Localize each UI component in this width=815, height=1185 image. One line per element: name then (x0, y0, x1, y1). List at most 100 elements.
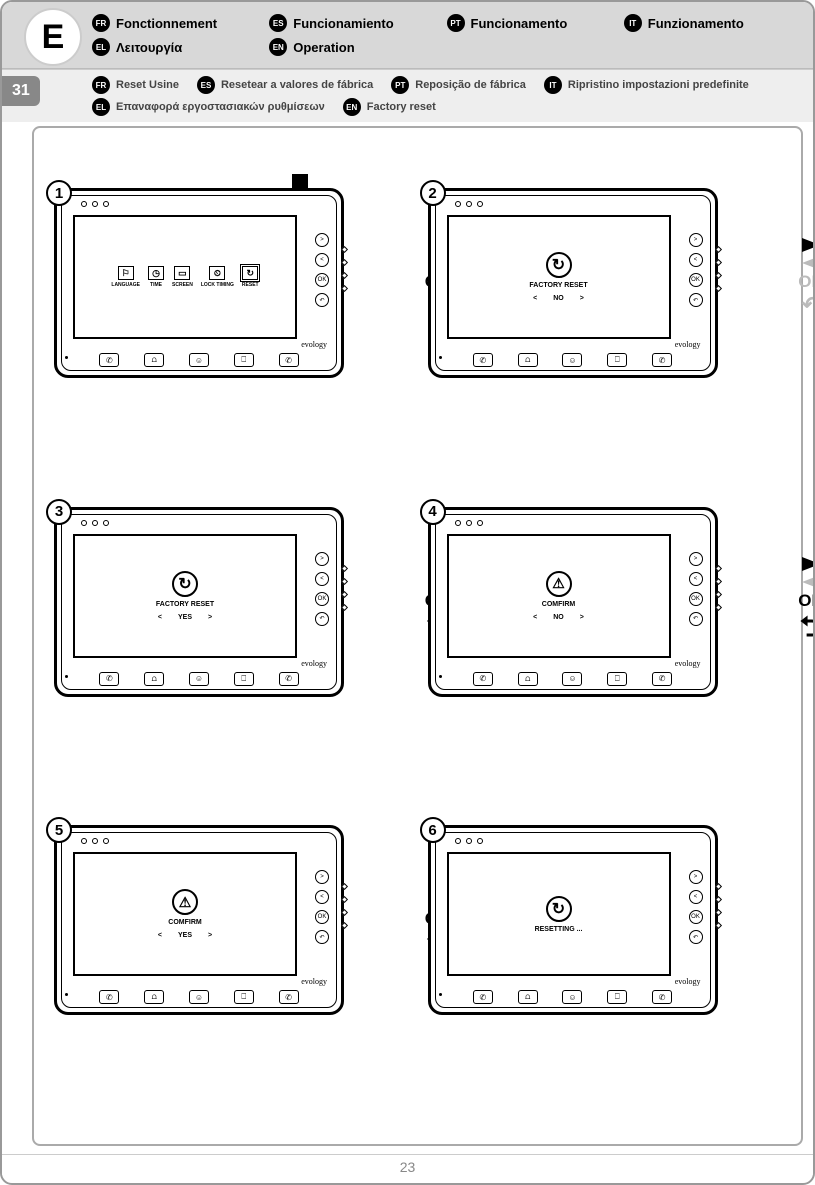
lang-it: ITFunzionamento (624, 14, 793, 32)
nav-left-button[interactable]: < (315, 253, 329, 267)
person-icon[interactable]: ☺ (562, 990, 582, 1004)
handset-icon[interactable]: ✆ (99, 353, 119, 367)
unlock-icon[interactable]: ⩍ (518, 672, 538, 686)
ok-button[interactable]: OK (315, 273, 329, 287)
brand-logo: evology (301, 977, 327, 986)
nav-right-button[interactable]: > (689, 870, 703, 884)
door-icon[interactable]: ⎕ (234, 990, 254, 1004)
lang-code-icon: EL (92, 98, 110, 116)
sub-lang-en: ENFactory reset (343, 98, 436, 116)
step-number-circle: 3 (46, 499, 72, 525)
menu-label: TIME (150, 282, 162, 288)
unlock-icon[interactable]: ⩍ (518, 990, 538, 1004)
nav-right-button[interactable]: > (315, 233, 329, 247)
menu-reset: ↻RESET (242, 266, 259, 288)
person-icon[interactable]: ☺ (189, 672, 209, 686)
person-icon[interactable]: ☺ (189, 990, 209, 1004)
choice-row: < YES > (158, 932, 212, 939)
handset-icon[interactable]: ✆ (279, 990, 299, 1004)
choice-row: < NO > (533, 614, 584, 621)
handset-icon[interactable]: ✆ (652, 353, 672, 367)
back-button[interactable]: ↶ (315, 930, 329, 944)
menu-row: ⚐LANGUAGE ◷TIME ▭SCREEN ⏲LOCK TIMING ↻RE… (111, 266, 258, 288)
led-row (81, 201, 109, 207)
nav-left-button[interactable]: < (689, 253, 703, 267)
ok-button[interactable]: OK (689, 273, 703, 287)
back-button[interactable]: ↶ (689, 612, 703, 626)
lang-code-icon: EN (343, 98, 361, 116)
lang-code-icon: PT (391, 76, 409, 94)
handset-icon[interactable]: ✆ (473, 353, 493, 367)
nav-right-button[interactable]: > (315, 870, 329, 884)
sub-lang-es: ESResetear a valores de fábrica (197, 76, 373, 94)
content-frame: 1 ⚐LANGUAGE ◷TIME ▭SCREEN ⏲LOCK TIMING ↻… (32, 126, 803, 1146)
mic-dot (439, 993, 442, 996)
side-button-column: > < OK ↶ (689, 870, 703, 944)
warning-icon: ⚠ (546, 571, 572, 597)
side-contacts (342, 884, 347, 928)
side-contacts (716, 884, 721, 928)
back-icon: ⮌ (800, 613, 815, 641)
menu-label: SCREEN (172, 282, 193, 288)
back-button[interactable]: ↶ (689, 930, 703, 944)
ok-label: OK (798, 272, 815, 292)
ok-button[interactable]: OK (315, 592, 329, 606)
person-icon[interactable]: ☺ (562, 353, 582, 367)
handset-icon[interactable]: ✆ (99, 990, 119, 1004)
unlock-icon[interactable]: ⩍ (518, 353, 538, 367)
handset-icon[interactable]: ✆ (279, 353, 299, 367)
lang-pt: PTFuncionamento (447, 14, 616, 32)
back-button[interactable]: ↶ (689, 293, 703, 307)
lang-label: Operation (293, 40, 354, 55)
unlock-icon[interactable]: ⩍ (144, 353, 164, 367)
back-icon: ↶ (802, 294, 815, 316)
door-icon[interactable]: ⎕ (607, 672, 627, 686)
device-screen: ⚠ COMFIRM < NO > (447, 534, 671, 658)
flag-icon: ⚐ (118, 266, 134, 280)
nav-left-button[interactable]: < (315, 890, 329, 904)
device-illustration: FACTORY RESET < YES > > < OK ↶ (54, 507, 344, 697)
step-panel-5: 5 ⚠ COMFIRM < YES > > < (54, 825, 408, 1084)
handset-icon[interactable]: ✆ (99, 672, 119, 686)
brand-logo: evology (301, 659, 327, 668)
person-icon[interactable]: ☺ (189, 353, 209, 367)
lang-code-icon: IT (624, 14, 642, 32)
device-illustration: ⚐LANGUAGE ◷TIME ▭SCREEN ⏲LOCK TIMING ↻RE… (54, 188, 344, 378)
ok-button[interactable]: OK (689, 910, 703, 924)
monitor-icon: ▭ (174, 266, 190, 280)
side-button-column: > < OK ↶ (689, 552, 703, 626)
device-illustration: ⚠ COMFIRM < NO > > < OK ↶ (428, 507, 718, 697)
lang-code-icon: IT (544, 76, 562, 94)
nav-left-button[interactable]: < (689, 890, 703, 904)
door-icon[interactable]: ⎕ (607, 990, 627, 1004)
back-button[interactable]: ↶ (315, 293, 329, 307)
handset-icon[interactable]: ✆ (652, 672, 672, 686)
chevron-right-icon: > (208, 932, 212, 939)
door-icon[interactable]: ⎕ (607, 353, 627, 367)
sub-lang-el: EL Επαναφορά εργοστασιακών ρυθμίσεων (92, 98, 325, 116)
cycle-icon (546, 896, 572, 922)
handset-icon[interactable]: ✆ (473, 990, 493, 1004)
nav-right-button[interactable]: > (689, 233, 703, 247)
nav-right-button[interactable]: > (315, 552, 329, 566)
step-number-circle: 6 (420, 817, 446, 843)
lang-label: Funcionamento (471, 16, 568, 31)
nav-right-button[interactable]: > (689, 552, 703, 566)
screen-title: COMFIRM (542, 601, 575, 608)
action-indicator: OK ↶ (785, 238, 815, 316)
handset-icon[interactable]: ✆ (473, 672, 493, 686)
door-icon[interactable]: ⎕ (234, 672, 254, 686)
sub-lang-label: Επαναφορά εργοστασιακών ρυθμίσεων (116, 101, 325, 113)
handset-icon[interactable]: ✆ (652, 990, 672, 1004)
handset-icon[interactable]: ✆ (279, 672, 299, 686)
ok-button[interactable]: OK (689, 592, 703, 606)
ok-button[interactable]: OK (315, 910, 329, 924)
unlock-icon[interactable]: ⩍ (144, 990, 164, 1004)
lang-label: Fonctionnement (116, 16, 217, 31)
nav-left-button[interactable]: < (315, 572, 329, 586)
back-button[interactable]: ↶ (315, 612, 329, 626)
person-icon[interactable]: ☺ (562, 672, 582, 686)
nav-left-button[interactable]: < (689, 572, 703, 586)
unlock-icon[interactable]: ⩍ (144, 672, 164, 686)
door-icon[interactable]: ⎕ (234, 353, 254, 367)
